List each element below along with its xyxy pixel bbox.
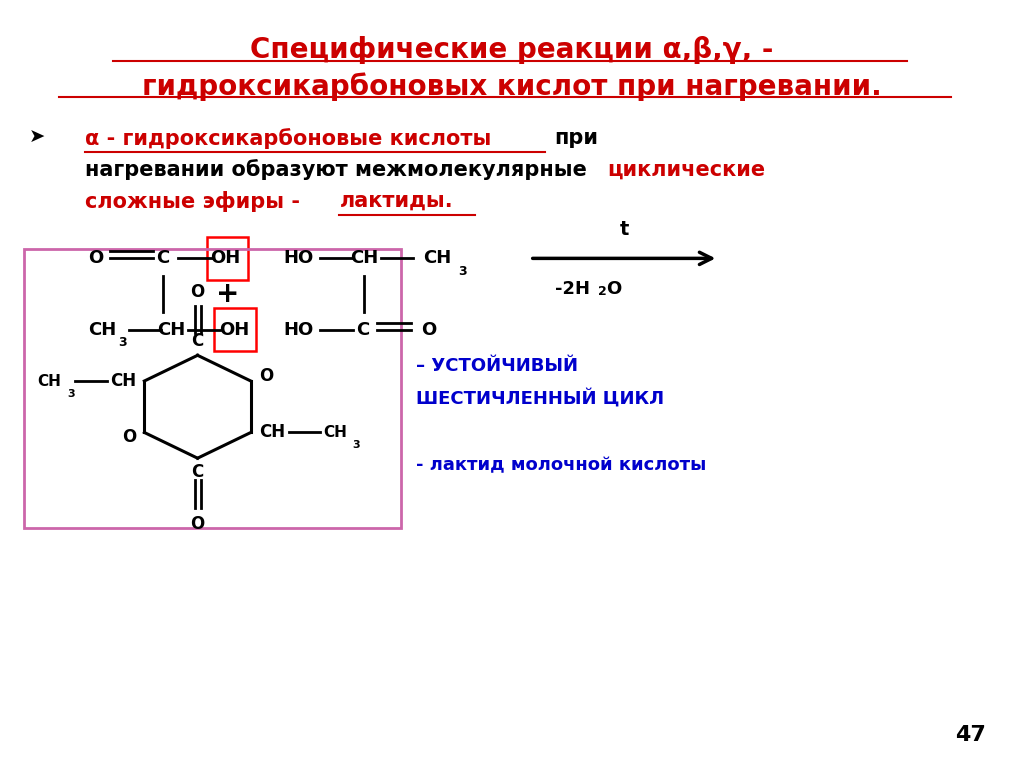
Text: CH: CH	[324, 425, 347, 440]
Text: нагревании образуют межмолекулярные: нагревании образуют межмолекулярные	[85, 160, 588, 180]
Text: α - гидроксикарбоновые кислоты: α - гидроксикарбоновые кислоты	[85, 128, 492, 149]
Text: ➤: ➤	[29, 128, 45, 146]
Text: O: O	[259, 367, 273, 385]
Text: CH: CH	[423, 249, 451, 268]
Text: 2: 2	[598, 285, 607, 298]
Text: сложные эфиры -: сложные эфиры -	[85, 191, 300, 212]
Text: при: при	[555, 128, 599, 148]
Text: C: C	[191, 332, 204, 351]
Text: C: C	[157, 249, 170, 268]
Text: t: t	[620, 219, 629, 239]
Text: Специфические реакции α,β,γ, -: Специфические реакции α,β,γ, -	[250, 36, 774, 64]
Text: +: +	[216, 280, 239, 308]
Text: - лактид молочной кислоты: - лактид молочной кислоты	[416, 456, 707, 474]
Text: OH: OH	[219, 321, 250, 338]
Text: 3: 3	[459, 265, 467, 278]
Text: O: O	[190, 515, 205, 532]
Text: 3: 3	[118, 336, 127, 349]
Text: O: O	[190, 283, 205, 301]
Text: CH: CH	[88, 321, 117, 338]
Text: циклические: циклические	[607, 160, 765, 179]
Text: ШЕСТИЧЛЕННЫЙ ЦИКЛ: ШЕСТИЧЛЕННЫЙ ЦИКЛ	[416, 389, 664, 408]
Text: O: O	[88, 249, 103, 268]
Text: O: O	[122, 429, 136, 446]
Text: HO: HO	[284, 249, 314, 268]
Text: гидроксикарбоновых кислот при нагревании.: гидроксикарбоновых кислот при нагревании…	[142, 72, 882, 101]
Text: 3: 3	[352, 440, 359, 450]
Text: CH: CH	[111, 372, 136, 390]
Text: HO: HO	[284, 321, 314, 338]
Text: CH: CH	[350, 249, 378, 268]
Text: CH: CH	[259, 423, 285, 442]
Text: O: O	[606, 280, 622, 298]
Text: C: C	[191, 463, 204, 481]
Text: OH: OH	[210, 249, 241, 268]
Text: – УСТОЙЧИВЫЙ: – УСТОЙЧИВЫЙ	[416, 357, 578, 375]
Text: -2H: -2H	[555, 280, 590, 298]
Text: лактиды.: лактиды.	[339, 191, 453, 211]
Text: 3: 3	[67, 389, 75, 399]
Text: 47: 47	[955, 725, 986, 745]
Text: CH: CH	[157, 321, 185, 338]
Text: C: C	[356, 321, 370, 338]
Text: O: O	[421, 321, 436, 338]
Text: CH: CH	[37, 374, 61, 389]
